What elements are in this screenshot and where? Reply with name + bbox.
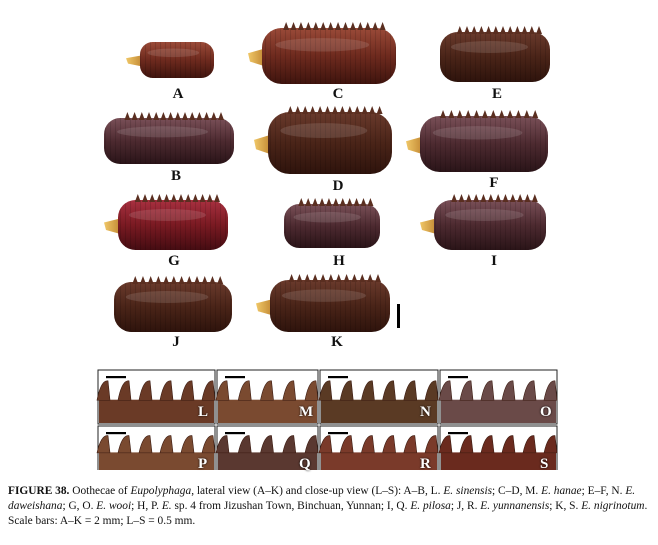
ootheca-i <box>420 194 546 250</box>
closeup-label-r: R <box>420 456 431 472</box>
specimen-label-g: G <box>168 253 180 269</box>
specimen-plate <box>96 22 558 470</box>
ootheca-c <box>248 22 396 84</box>
closeup-label-m: M <box>299 404 314 420</box>
specimen-label-h: H <box>333 253 345 269</box>
specimen-label-f: F <box>489 175 499 191</box>
closeup-strip-l <box>96 369 216 425</box>
closeup-label-s: S <box>540 456 549 472</box>
ootheca-f <box>406 110 548 172</box>
caption-text: . Scale bars: A–K = 2 mm; L–S = 0.5 mm. <box>8 500 648 527</box>
caption-text: ; H, P. <box>131 500 162 512</box>
specimen-label-c: C <box>332 86 344 102</box>
ootheca-d <box>254 106 392 174</box>
ootheca-a <box>126 42 214 78</box>
closeup-label-l: L <box>198 404 209 420</box>
caption-genus: Eupolyphaga <box>130 485 192 497</box>
ootheca-e <box>440 26 550 82</box>
figure-caption: FIGURE 38. Oothecae of Eupolyphaga, late… <box>8 484 652 529</box>
closeup-strip-r <box>318 425 439 470</box>
ootheca-k <box>256 274 390 332</box>
closeup-label-p: P <box>198 456 208 472</box>
closeup-strip-s <box>438 425 558 470</box>
ootheca-h <box>284 198 380 248</box>
caption-species: E. sinensis <box>443 485 493 497</box>
figure-plate: A C E B D F G H I J K L M N O P Q R S <box>96 22 558 472</box>
specimen-label-a: A <box>172 86 184 102</box>
closeup-label-n: N <box>420 404 431 420</box>
ootheca-j <box>114 276 232 332</box>
caption-text: Oothecae of <box>69 485 131 497</box>
caption-species: E. nigrinotum <box>581 500 645 512</box>
specimen-label-e: E <box>491 86 503 102</box>
ootheca-b <box>104 112 234 164</box>
closeup-strip-q <box>215 425 319 470</box>
caption-text: ; J, R. <box>450 500 481 512</box>
specimen-label-k: K <box>331 334 343 350</box>
figure-number: FIGURE 38. <box>8 485 70 497</box>
caption-text: ; E–F, N. <box>581 485 626 497</box>
specimen-label-i: I <box>491 253 497 269</box>
caption-text: sp. 4 from Jizushan Town, Binchuan, Yunn… <box>171 500 411 512</box>
caption-text: ; C–D, M. <box>492 485 542 497</box>
closeup-strip-p <box>96 425 216 470</box>
specimen-label-j: J <box>172 334 180 350</box>
caption-species: E. pilosa <box>410 500 451 512</box>
caption-text: ; G, O. <box>62 500 97 512</box>
closeup-strip-n <box>318 369 439 425</box>
closeup-strip-m <box>215 369 319 425</box>
caption-text: , lateral view (A–K) and close-up view (… <box>191 485 444 497</box>
closeup-strip-o <box>438 369 558 425</box>
caption-species: E. hanae <box>541 485 582 497</box>
caption-species: E. <box>161 500 172 512</box>
closeup-label-o: O <box>540 404 552 420</box>
specimen-label-d: D <box>332 178 344 194</box>
caption-text: ; K, S. <box>549 500 582 512</box>
ootheca-g <box>104 194 228 250</box>
caption-species: E. wooi <box>96 500 132 512</box>
closeup-label-q: Q <box>299 456 311 472</box>
specimen-label-b: B <box>170 168 182 184</box>
caption-species: E. daweishana <box>8 485 636 512</box>
scale-bar-lateral <box>397 304 400 328</box>
caption-species: E. yunnanensis <box>480 500 550 512</box>
